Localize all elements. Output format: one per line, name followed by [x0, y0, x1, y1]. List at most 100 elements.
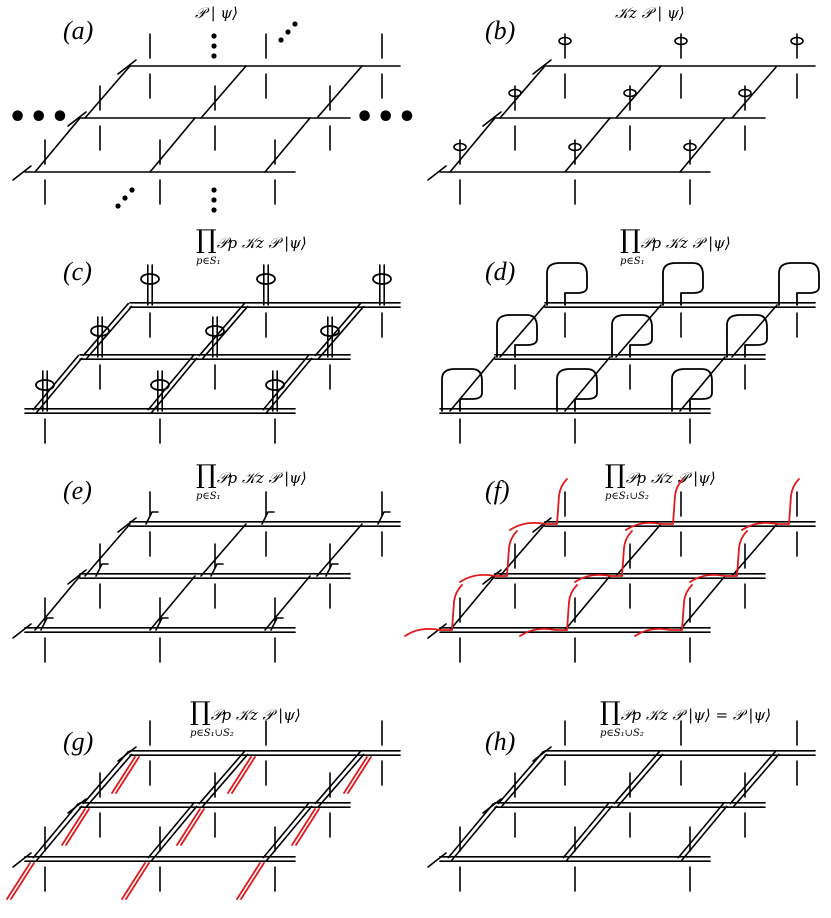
lattice-diagram [427, 33, 816, 205]
lattice-diagram [439, 262, 820, 444]
red-strand [121, 862, 146, 900]
diagonal-edge [613, 750, 661, 805]
panel-label: (a) [63, 16, 94, 45]
edge-stub [427, 165, 447, 181]
lattice-diagram [404, 478, 816, 663]
diagonal-edge [85, 753, 133, 808]
formula-body: 𝒫p 𝒦z 𝒫 |ψ⟩ [625, 469, 716, 487]
twisted-loop [556, 368, 598, 412]
diagonal-edge [564, 575, 611, 631]
diagonal-edge [149, 575, 196, 631]
panel-label: (f) [485, 476, 510, 505]
diagonal-edge [679, 575, 726, 631]
diagonal-edge [265, 805, 313, 862]
diagonal-edge [85, 305, 133, 360]
panel-formula: 𝒦z 𝒫 | ψ⟩ [615, 4, 685, 22]
diagonal-edge [449, 575, 496, 631]
lattice-diagram [12, 21, 401, 213]
panel-g: (g) ∏𝒫p 𝒦z 𝒫 |ψ⟩ p∈S₁∪S₂ [0, 687, 415, 916]
loop-marker [568, 142, 582, 152]
diagonal-edge [616, 753, 664, 808]
diagonal-edge [499, 65, 546, 119]
red-strand [180, 808, 205, 846]
panel-formula: 𝒫 | ψ⟩ [195, 4, 239, 22]
diagonal-edge [84, 523, 131, 577]
twisted-loop [662, 262, 704, 306]
diagonal-edge [564, 117, 611, 173]
diagonal-edge [731, 523, 778, 577]
product-symbol: ∏ [190, 697, 211, 727]
diagonal-edge [732, 753, 780, 808]
red-strand [625, 478, 684, 531]
formula-subscript: p∈S₁∪S₂ [600, 728, 644, 739]
crossing-hook [325, 563, 339, 577]
panel-formula: ∏𝒫p 𝒦z 𝒫 |ψ⟩ p∈S₁ [196, 225, 307, 267]
lattice-diagram [24, 264, 401, 444]
diagonal-edge [149, 117, 196, 173]
red-strand [343, 756, 368, 794]
panel-d: (d) ∏𝒫p 𝒦z 𝒫 |ψ⟩ p∈S₁ [415, 227, 830, 458]
edge-stub [532, 517, 552, 533]
diagonal-edge [201, 753, 249, 808]
edge-stub [482, 111, 502, 127]
diagonal-edge [677, 802, 725, 859]
diagonal-edge [317, 305, 365, 360]
edge-stub [482, 569, 502, 585]
edge-stub [427, 852, 447, 868]
formula-subscript: p∈S₁ [196, 491, 221, 502]
dot [122, 195, 128, 201]
red-strand [404, 584, 463, 637]
crossing-hook [40, 617, 54, 631]
loop-marker [256, 273, 276, 285]
diagonal-edge [84, 65, 131, 119]
diagonal-edge [562, 802, 610, 859]
loop-marker [558, 36, 572, 46]
edge-stub [117, 517, 137, 533]
loop-marker [683, 142, 697, 152]
lattice-diagram [6, 720, 401, 900]
panel-formula: ∏𝒫p 𝒦z 𝒫 |ψ⟩ p∈S₁∪S₂ [605, 462, 716, 502]
red-strand [509, 478, 568, 531]
diagonal-edge [316, 523, 363, 577]
red-strand [291, 808, 316, 846]
crossing-hook [377, 511, 391, 525]
crossing-hook [155, 617, 169, 631]
diagonal-edge [449, 117, 496, 173]
dot [211, 53, 217, 59]
diagonal-edge [201, 305, 249, 360]
red-strand [125, 862, 150, 900]
panel-formula: ∏𝒫p 𝒦z 𝒫 |ψ⟩ p∈S₁∪S₂ [190, 697, 301, 739]
diagonal-edge [680, 805, 728, 862]
red-strand [10, 862, 35, 900]
panel-h: (h) ∏𝒫p 𝒦z 𝒫 |ψ⟩ = 𝒫 |ψ⟩ p∈S₁∪S₂ [415, 687, 830, 916]
ellipsis-left: ••• [8, 100, 72, 135]
diagonal-edge [32, 802, 80, 859]
panel-formula: ∏𝒫p 𝒦z 𝒫 |ψ⟩ = 𝒫 |ψ⟩ p∈S₁∪S₂ [600, 699, 771, 739]
formula-body: 𝒫p 𝒦z 𝒫 |ψ⟩ [216, 234, 307, 252]
edge-stub [117, 59, 137, 75]
loop-marker [372, 273, 392, 285]
diagonal-edge [679, 117, 726, 173]
formula-body: 𝒫p 𝒦z 𝒫 |ψ⟩ [216, 469, 307, 487]
twisted-loop [441, 368, 483, 412]
panel-a: (a) 𝒫 | ψ⟩ ••• ••• [0, 0, 417, 229]
panel-label: (c) [63, 257, 92, 286]
dot [115, 203, 121, 209]
red-strand [689, 530, 748, 583]
twisted-loop [778, 262, 820, 306]
diagonal-edge [262, 354, 310, 411]
product-symbol: ∏ [196, 460, 217, 490]
product-symbol: ∏ [196, 225, 217, 255]
loop-marker [453, 142, 467, 152]
red-strand [61, 808, 86, 846]
panel-f: (f) ∏𝒫p 𝒦z 𝒫 |ψ⟩ p∈S₁∪S₂ [404, 458, 830, 687]
dot [211, 43, 217, 49]
panel-label: (b) [485, 16, 516, 45]
diagonal-edge [316, 65, 363, 119]
diagonal-edge [150, 805, 198, 862]
panel-b: (b) 𝒦z 𝒫 | ψ⟩ [415, 0, 830, 229]
diagonal-edge [447, 802, 495, 859]
diagonal-edge [264, 117, 311, 173]
diagonal-edge [729, 750, 777, 805]
red-strand [115, 756, 140, 794]
